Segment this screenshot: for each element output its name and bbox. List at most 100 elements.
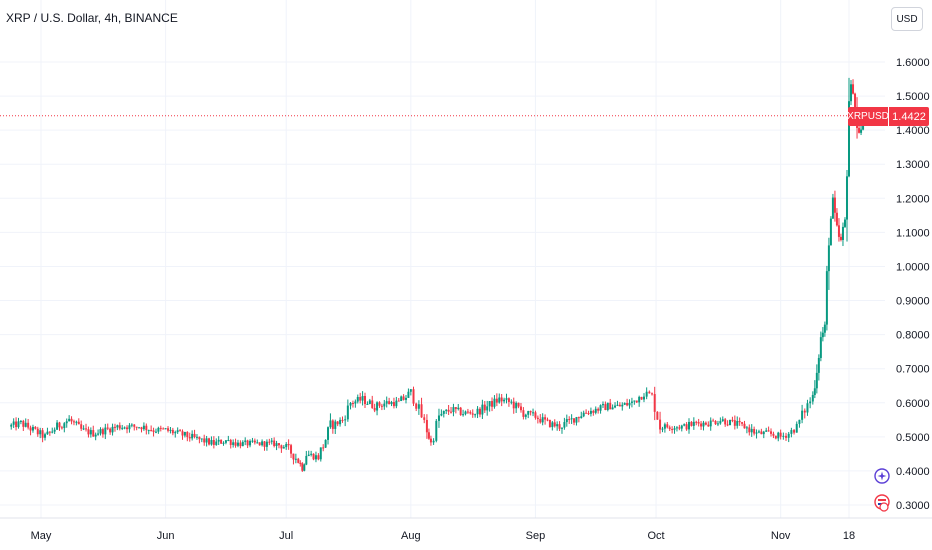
candle-body: [481, 404, 484, 415]
candle-body: [442, 410, 445, 414]
candle-body: [626, 403, 629, 406]
candle-body: [256, 442, 259, 444]
candle-body: [570, 418, 573, 420]
candle-body: [75, 421, 78, 423]
candle-body: [44, 434, 47, 438]
candle-body: [305, 455, 308, 465]
candle-body: [51, 431, 54, 433]
candle-body: [307, 454, 310, 456]
candle-body: [435, 420, 438, 441]
currency-button[interactable]: USD: [891, 7, 923, 31]
candle-body: [733, 420, 736, 426]
candle-body: [354, 401, 357, 404]
candle-body: [234, 442, 237, 446]
candle-body: [212, 440, 215, 445]
candle-body: [755, 432, 758, 434]
candle-body: [376, 402, 379, 411]
candle-body: [322, 447, 325, 449]
candle-body: [364, 395, 367, 405]
candle-body: [215, 441, 218, 445]
candle-body: [750, 428, 753, 433]
candle-body: [609, 402, 612, 410]
sparkle-plus-icon[interactable]: [874, 468, 890, 484]
candle-body: [351, 403, 354, 405]
candle-body: [793, 430, 796, 433]
candle-body: [573, 418, 576, 423]
candle-body: [121, 427, 124, 429]
candle-body: [659, 419, 662, 430]
x-tick-label: Aug: [401, 530, 421, 542]
candle-body: [154, 431, 157, 433]
candle-body: [697, 422, 700, 424]
candle-body: [510, 401, 513, 403]
y-tick-label: 1.4000: [896, 125, 930, 137]
candle-body: [695, 421, 698, 423]
candle-body: [205, 438, 208, 443]
candle-body: [437, 415, 440, 421]
candle-body: [640, 396, 643, 400]
flag-events-icon[interactable]: [874, 494, 890, 512]
candle-body: [89, 430, 92, 435]
x-tick-label: Jun: [157, 530, 175, 542]
candle-body: [60, 427, 63, 429]
candle-body: [29, 427, 32, 431]
candle-body: [200, 438, 203, 440]
candle-body: [731, 419, 734, 421]
y-tick-label: 0.3000: [896, 500, 930, 512]
candle-body: [19, 420, 22, 422]
candle-body: [10, 424, 13, 427]
candle-body: [582, 412, 585, 417]
candle-body: [145, 425, 148, 431]
candle-body: [123, 427, 126, 429]
candle-body: [599, 405, 602, 411]
candle-body: [522, 410, 525, 417]
candle-body: [628, 402, 631, 406]
candle-body: [858, 128, 861, 133]
candle-body: [748, 427, 751, 433]
candle-body: [498, 397, 501, 403]
candle-body: [208, 438, 211, 445]
candle-body: [334, 421, 337, 429]
candle-body: [688, 421, 691, 430]
y-tick-label: 1.3000: [896, 159, 930, 171]
candle-body: [193, 433, 196, 437]
last-price-label: 1.4422: [889, 107, 929, 126]
candle-body: [815, 372, 818, 389]
candle-body: [111, 426, 114, 433]
candle-body: [239, 442, 242, 447]
candle-body: [176, 430, 179, 433]
candle-body: [246, 440, 249, 446]
candle-body: [618, 404, 621, 407]
candle-body: [702, 422, 705, 427]
candle-body: [77, 421, 80, 425]
candle-body: [601, 404, 604, 406]
candle-body: [563, 422, 566, 428]
candle-body: [486, 406, 489, 411]
candle-body: [777, 432, 780, 439]
candle-body: [692, 421, 695, 426]
candle-body: [700, 423, 703, 427]
candle-body: [179, 430, 182, 432]
candle-body: [709, 420, 712, 427]
candle-body: [843, 219, 846, 227]
candle-body: [346, 405, 349, 420]
candle-body: [402, 396, 405, 400]
symbol-price-label: XRPUSD: [847, 107, 889, 126]
candle-body: [15, 421, 18, 428]
candle-body: [587, 413, 590, 415]
candle-body: [195, 436, 198, 438]
candle-body: [495, 398, 498, 403]
candle-body: [503, 399, 506, 402]
candle-body: [712, 420, 715, 422]
candle-body: [167, 428, 170, 431]
candle-body: [181, 431, 184, 436]
x-tick-label: Oct: [647, 530, 664, 542]
candle-body: [314, 455, 317, 460]
chart-title: XRP / U.S. Dollar, 4h, BINANCE: [6, 11, 178, 25]
candle-body: [425, 419, 428, 433]
candle-body: [450, 411, 453, 413]
candle-body: [860, 129, 863, 133]
candle-body: [162, 428, 165, 430]
candle-body: [774, 435, 777, 439]
